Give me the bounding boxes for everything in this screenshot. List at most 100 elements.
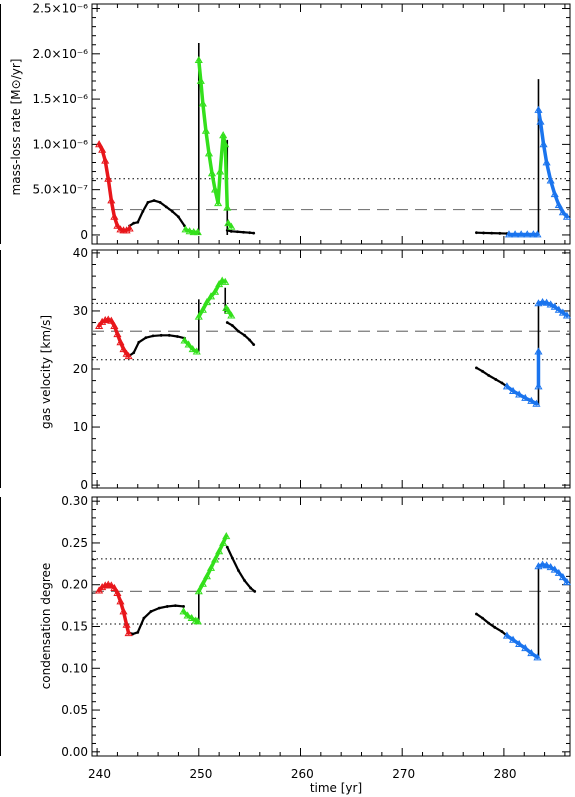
blue-triangle-marker	[542, 158, 551, 166]
red-triangle-marker	[122, 226, 131, 234]
red-triangle-marker	[119, 607, 128, 615]
black-dot-track	[127, 604, 185, 636]
y-tick-label: 0.20	[61, 578, 88, 592]
y-tick-label: 0.00	[61, 745, 88, 759]
blue-triangle-marker	[538, 298, 547, 306]
red-triangle-marker	[110, 212, 119, 220]
y-tick-label: 5.0×10⁻⁷	[32, 183, 88, 197]
green-triangle-marker	[194, 312, 203, 320]
blue-triangle-marker	[562, 212, 572, 220]
green-triangle-marker	[227, 222, 236, 230]
green-triangle-marker	[192, 347, 201, 355]
red-triangle-marker	[101, 156, 110, 164]
data-point	[475, 231, 478, 235]
ylabel-gas-velocity: gas velocity [km/s]	[39, 315, 53, 429]
red-triangle-marker	[125, 224, 134, 232]
x-axis-label: time [yr]	[310, 781, 362, 795]
green-triangle-marker	[219, 538, 228, 546]
mass-loss-rate-panel: 0 5.0×10⁻⁷ 1.0×10⁻⁶ 1.5×10⁻⁶ 2.0×10⁻⁶ 2.5×10⁻…	[32, 2, 572, 245]
blue-triangle-marker	[533, 653, 542, 661]
green-triangle-marker	[179, 607, 188, 615]
green-triangle-marker	[184, 340, 193, 348]
blue-triangle-marker	[539, 140, 548, 148]
data-point	[498, 231, 502, 235]
data-point	[131, 632, 135, 636]
red-triangle-marker	[98, 317, 107, 325]
blue-triangle-marker	[546, 562, 555, 571]
data-point	[152, 199, 156, 202]
green-triangle-marker	[198, 99, 207, 107]
green-triangle-marker	[181, 225, 190, 233]
red-triangle-marker	[113, 588, 122, 596]
green-triangle-marker	[221, 140, 230, 148]
y-tick-label: 2.0×10⁻⁶	[32, 47, 88, 61]
data-point	[487, 373, 491, 377]
data-point	[164, 205, 168, 209]
green-triangle-marker	[188, 345, 197, 353]
y-tick-label: 0.15	[61, 620, 88, 634]
blue-triangle-marker	[533, 230, 542, 238]
data-point	[229, 229, 233, 233]
data-point	[176, 335, 179, 338]
green-triangle-marker	[219, 131, 228, 139]
y-tick-label: 0	[80, 478, 88, 492]
red-marker-track	[97, 142, 132, 233]
blue-triangle-marker	[527, 396, 536, 404]
blue-triangle-marker	[511, 230, 520, 238]
data-point	[243, 333, 246, 337]
data-point	[249, 586, 253, 590]
green-triangle-marker	[210, 555, 220, 563]
blue-triangle-marker	[546, 300, 555, 308]
blue-triangle-marker	[529, 230, 538, 238]
gas-velocity-panel: 0 10 20 30 40	[73, 246, 572, 492]
blue-triangle-marker	[504, 230, 514, 238]
blue-triangle-marker	[527, 649, 536, 657]
black-dot-track	[127, 334, 186, 358]
blue-triangle-marker	[562, 311, 572, 319]
green-triangle-marker	[198, 305, 207, 313]
black-dot-track	[226, 546, 256, 593]
green-triangle-marker	[202, 298, 211, 306]
blue-triangle-marker	[534, 105, 543, 113]
green-triangle-marker	[194, 587, 203, 595]
data-point	[141, 209, 145, 213]
data-point	[225, 545, 229, 549]
y-tick-label: 0.25	[61, 536, 88, 550]
data-point	[136, 630, 140, 634]
y-tick-label: 0.05	[61, 703, 88, 717]
condensation-degree-panel: 0.00 0.05 0.10 0.15 0.20 0.25 0.30	[61, 494, 572, 759]
red-triangle-marker	[107, 196, 116, 204]
green-triangle-marker	[214, 199, 223, 207]
red-triangle-marker	[119, 345, 128, 353]
blue-triangle-marker	[508, 386, 518, 394]
red-triangle-marker	[98, 583, 107, 591]
green-triangle-marker	[224, 218, 233, 227]
data-point	[182, 605, 185, 608]
green-triangle-marker	[215, 280, 224, 288]
y-tick-label: 40	[73, 246, 88, 260]
y-tick-label: 0.10	[61, 661, 88, 675]
red-triangle-marker	[95, 321, 104, 329]
data-point	[494, 378, 498, 381]
y-tick-label: 1.0×10⁻⁶	[32, 137, 88, 151]
green-triangle-marker	[198, 579, 207, 587]
x-tick-label: 250	[189, 767, 212, 781]
green-triangle-marker	[210, 185, 220, 193]
data-point	[225, 321, 229, 324]
data-point	[177, 215, 180, 219]
data-point	[481, 369, 484, 373]
red-triangle-marker	[95, 586, 104, 594]
green-triangle-marker	[227, 311, 236, 319]
green-triangle-marker	[191, 616, 200, 624]
data-point	[165, 605, 169, 608]
red-triangle-marker	[124, 352, 133, 360]
y-tick-label: 1.5×10⁻⁶	[32, 92, 88, 106]
x-tick-label: 270	[392, 767, 415, 781]
data-point	[136, 220, 140, 224]
green-triangle-marker	[206, 563, 216, 571]
blue-triangle-marker	[534, 347, 543, 355]
x-tick-label: 240	[88, 767, 111, 781]
green-triangle-marker	[196, 76, 205, 84]
y-tick-label: 0	[80, 228, 88, 242]
